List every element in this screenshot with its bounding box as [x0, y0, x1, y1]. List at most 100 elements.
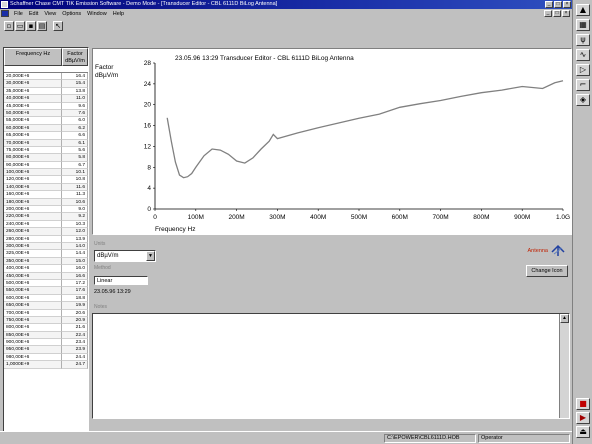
- chevron-down-icon[interactable]: ▼: [146, 251, 155, 261]
- factor-cell[interactable]: 10.6: [62, 198, 88, 207]
- scroll-up-icon[interactable]: ▲: [560, 314, 569, 323]
- table-row[interactable]: 800,00E+6 21.6: [4, 324, 88, 332]
- table-row[interactable]: 100,00E+6 10.1: [4, 169, 88, 177]
- notes-scrollbar[interactable]: ▲: [559, 314, 569, 418]
- factor-cell[interactable]: 11.3: [62, 191, 88, 199]
- frequency-cell[interactable]: 980,00E+6: [4, 353, 62, 362]
- factor-cell[interactable]: 10.1: [62, 169, 88, 177]
- frequency-cell[interactable]: 220,00E+6: [4, 213, 62, 221]
- cable-icon[interactable]: ∿: [576, 49, 590, 61]
- frequency-cell[interactable]: 200,00E+6: [4, 206, 62, 214]
- print-icon[interactable]: ▤: [37, 21, 47, 31]
- frequency-cell[interactable]: 50,000E+6: [4, 109, 62, 118]
- amplifier-icon[interactable]: ▷: [576, 64, 590, 76]
- table-row[interactable]: 240,00E+6 10.3: [4, 220, 88, 229]
- frequency-cell[interactable]: 700,00E+6: [4, 309, 62, 317]
- frequency-cell[interactable]: 600,00E+6: [4, 294, 62, 303]
- factor-cell[interactable]: 16.0: [62, 265, 88, 273]
- table-row[interactable]: 650,00E+6 19.9: [4, 302, 88, 310]
- factor-cell[interactable]: 6.2: [62, 124, 88, 133]
- frequency-cell[interactable]: 20,000E+6: [4, 73, 62, 81]
- table-row[interactable]: 20,000E+6 16.4: [4, 73, 88, 81]
- table-row[interactable]: 35,000E+6 13.8: [4, 87, 88, 96]
- factor-cell[interactable]: 11.0: [62, 95, 88, 103]
- save-icon[interactable]: ▪: [26, 21, 36, 31]
- factor-cell[interactable]: 24.7: [62, 361, 88, 369]
- table-row[interactable]: 45,000E+6 9.6: [4, 102, 88, 110]
- factor-cell[interactable]: 21.6: [62, 324, 88, 332]
- frequency-cell[interactable]: 70,000E+6: [4, 139, 62, 147]
- frequency-cell[interactable]: 300,00E+6: [4, 242, 62, 251]
- table-row[interactable]: 65,000E+6 6.6: [4, 132, 88, 140]
- factor-cell[interactable]: 22.4: [62, 331, 88, 340]
- table-row[interactable]: 600,00E+6 18.8: [4, 294, 88, 303]
- open-icon[interactable]: ▭: [15, 21, 25, 31]
- limit-icon[interactable]: ⌐: [576, 79, 590, 91]
- frequency-cell[interactable]: 650,00E+6: [4, 302, 62, 310]
- table-row[interactable]: 900,00E+6 23.4: [4, 339, 88, 347]
- factor-cell[interactable]: 7.6: [62, 109, 88, 118]
- column-header-frequency[interactable]: Frequency Hz: [4, 48, 62, 66]
- frequency-cell[interactable]: 40,000E+6: [4, 95, 62, 103]
- table-row[interactable]: 550,00E+6 17.6: [4, 287, 88, 295]
- table-row[interactable]: 850,00E+6 22.4: [4, 331, 88, 340]
- menu-options[interactable]: Options: [62, 10, 82, 17]
- transducer-icon[interactable]: ◈: [576, 94, 590, 106]
- factor-cell[interactable]: 6.6: [62, 132, 88, 140]
- exit-icon[interactable]: ⏏: [576, 426, 590, 438]
- menu-view[interactable]: View: [44, 10, 57, 17]
- frequency-cell[interactable]: 950,00E+6: [4, 346, 62, 354]
- factor-cell[interactable]: 20.6: [62, 309, 88, 317]
- factor-cell[interactable]: 6.7: [62, 161, 88, 170]
- frequency-cell[interactable]: 80,000E+6: [4, 154, 62, 162]
- column-header-factor[interactable]: Factor dBµV/m: [62, 48, 88, 66]
- new-icon[interactable]: ▫: [4, 21, 14, 31]
- table-row[interactable]: 30,000E+6 15.4: [4, 80, 88, 88]
- menu-window[interactable]: Window: [87, 10, 107, 17]
- frequency-cell[interactable]: 60,000E+6: [4, 124, 62, 133]
- frequency-cell[interactable]: 120,00E+6: [4, 176, 62, 184]
- table-row[interactable]: 120,00E+6 10.8: [4, 176, 88, 184]
- frequency-cell[interactable]: 350,00E+6: [4, 257, 62, 266]
- factor-cell[interactable]: 5.6: [62, 146, 88, 155]
- factor-cell[interactable]: 6.1: [62, 139, 88, 147]
- table-row[interactable]: 75,000E+6 5.6: [4, 146, 88, 155]
- frequency-cell[interactable]: 90,000E+6: [4, 161, 62, 170]
- frequency-cell[interactable]: 900,00E+6: [4, 339, 62, 347]
- table-row[interactable]: 80,000E+6 5.8: [4, 154, 88, 162]
- factor-cell[interactable]: 19.9: [62, 302, 88, 310]
- app-icon[interactable]: [1, 1, 8, 8]
- units-select[interactable]: dBµV/m ▼: [94, 250, 156, 262]
- frequency-cell[interactable]: 325,00E+6: [4, 250, 62, 258]
- receiver-icon[interactable]: ▦: [576, 19, 590, 31]
- doc-minimize-button[interactable]: _: [544, 10, 552, 17]
- stop-icon[interactable]: ■: [576, 398, 590, 410]
- method-field[interactable]: Linear: [94, 276, 148, 285]
- table-row[interactable]: 70,000E+6 6.1: [4, 139, 88, 147]
- factor-cell[interactable]: 10.3: [62, 220, 88, 229]
- table-row[interactable]: 700,00E+6 20.6: [4, 309, 88, 317]
- table-row[interactable]: 200,00E+6 9.0: [4, 206, 88, 214]
- table-row[interactable]: 300,00E+6 14.0: [4, 242, 88, 251]
- change-icon-button[interactable]: Change Icon: [526, 265, 568, 277]
- frequency-cell[interactable]: 850,00E+6: [4, 331, 62, 340]
- factor-cell[interactable]: 20.9: [62, 316, 88, 325]
- factor-cell[interactable]: 11.6: [62, 183, 88, 192]
- table-row[interactable]: 450,00E+6 16.6: [4, 272, 88, 280]
- factor-cell[interactable]: 5.8: [62, 154, 88, 162]
- factor-cell[interactable]: 14.0: [62, 242, 88, 251]
- help-icon[interactable]: ↖: [53, 21, 63, 31]
- factor-cell[interactable]: 17.6: [62, 287, 88, 295]
- factor-cell[interactable]: 10.8: [62, 176, 88, 184]
- antenna-type-icon[interactable]: [550, 242, 566, 258]
- factor-cell[interactable]: 18.8: [62, 294, 88, 303]
- frequency-cell[interactable]: 1,0000E+9: [4, 361, 62, 369]
- table-row[interactable]: 280,00E+6 13.9: [4, 235, 88, 243]
- pointer-icon[interactable]: ▲: [576, 4, 590, 16]
- menu-help[interactable]: Help: [112, 10, 125, 17]
- close-button[interactable]: ×: [563, 1, 571, 8]
- notes-textarea[interactable]: ▲: [92, 313, 570, 419]
- factor-cell[interactable]: 12.0: [62, 228, 88, 236]
- table-row[interactable]: 40,000E+6 11.0: [4, 95, 88, 103]
- factor-cell[interactable]: 16.6: [62, 272, 88, 280]
